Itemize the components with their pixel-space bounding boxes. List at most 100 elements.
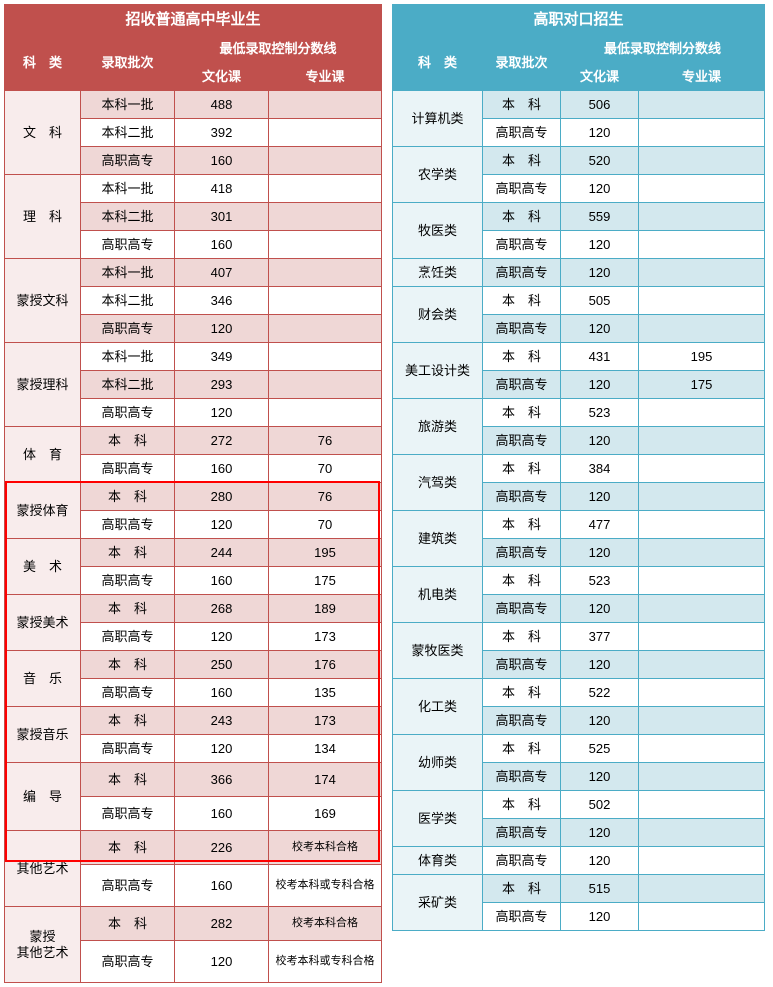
batch-cell: 高职高专 <box>81 623 175 651</box>
zhuanye-cell <box>639 427 765 455</box>
table-row: 采矿类本 科515 <box>393 875 765 903</box>
wenhua-cell: 120 <box>561 903 639 931</box>
wenhua-cell: 523 <box>561 399 639 427</box>
category-cell: 蒙授理科 <box>5 343 81 427</box>
wenhua-cell: 120 <box>561 119 639 147</box>
zhuanye-cell <box>639 511 765 539</box>
zhuanye-cell <box>639 455 765 483</box>
table-row: 蒙授其他艺术本 科282校考本科合格 <box>5 907 382 941</box>
table-row: 烹饪类高职高专120 <box>393 259 765 287</box>
wenhua-cell: 559 <box>561 203 639 231</box>
batch-cell: 高职高专 <box>483 707 561 735</box>
category-cell: 化工类 <box>393 679 483 735</box>
left-table: 招收普通高中毕业生科 类录取批次最低录取控制分数线文化课专业课文 科本科一批48… <box>4 4 382 983</box>
batch-cell: 本 科 <box>483 623 561 651</box>
wenhua-cell: 392 <box>175 119 269 147</box>
category-cell: 农学类 <box>393 147 483 203</box>
table-row: 牧医类本 科559 <box>393 203 765 231</box>
zhuanye-cell <box>639 651 765 679</box>
header-wenhua: 文化课 <box>561 63 639 91</box>
wenhua-cell: 272 <box>175 427 269 455</box>
zhuanye-cell: 校考本科合格 <box>269 907 382 941</box>
wenhua-cell: 505 <box>561 287 639 315</box>
zhuanye-cell: 176 <box>269 651 382 679</box>
zhuanye-cell: 195 <box>269 539 382 567</box>
table-row: 汽驾类本 科384 <box>393 455 765 483</box>
zhuanye-cell: 校考本科或专科合格 <box>269 865 382 907</box>
wenhua-cell: 120 <box>175 511 269 539</box>
wenhua-cell: 120 <box>561 707 639 735</box>
table-row: 化工类本 科522 <box>393 679 765 707</box>
batch-cell: 本 科 <box>483 287 561 315</box>
batch-cell: 本 科 <box>81 831 175 865</box>
batch-cell: 本科二批 <box>81 119 175 147</box>
zhuanye-cell <box>639 231 765 259</box>
wenhua-cell: 120 <box>561 847 639 875</box>
batch-cell: 本 科 <box>483 455 561 483</box>
batch-cell: 本 科 <box>81 483 175 511</box>
table-row: 其他艺术本 科226校考本科合格 <box>5 831 382 865</box>
table-row: 蒙授体育本 科28076 <box>5 483 382 511</box>
batch-cell: 本科二批 <box>81 203 175 231</box>
table-row: 蒙授美术本 科268189 <box>5 595 382 623</box>
wenhua-cell: 120 <box>561 427 639 455</box>
wenhua-cell: 226 <box>175 831 269 865</box>
batch-cell: 本 科 <box>81 595 175 623</box>
zhuanye-cell <box>269 371 382 399</box>
zhuanye-cell: 169 <box>269 797 382 831</box>
table-row: 幼师类本 科525 <box>393 735 765 763</box>
wenhua-cell: 349 <box>175 343 269 371</box>
category-cell: 其他艺术 <box>5 831 81 907</box>
header-zhuanye: 专业课 <box>269 63 382 91</box>
table-row: 医学类本 科502 <box>393 791 765 819</box>
header-category: 科 类 <box>5 35 81 91</box>
zhuanye-cell <box>639 203 765 231</box>
table-row: 蒙授文科本科一批407 <box>5 259 382 287</box>
batch-cell: 本 科 <box>483 343 561 371</box>
category-cell: 蒙授美术 <box>5 595 81 651</box>
wenhua-cell: 477 <box>561 511 639 539</box>
zhuanye-cell <box>269 315 382 343</box>
right-table-wrap: 高职对口招生科 类录取批次最低录取控制分数线文化课专业课计算机类本 科506高职… <box>392 4 765 931</box>
batch-cell: 高职高专 <box>483 231 561 259</box>
wenhua-cell: 301 <box>175 203 269 231</box>
header-category: 科 类 <box>393 35 483 91</box>
zhuanye-cell: 195 <box>639 343 765 371</box>
batch-cell: 本 科 <box>81 907 175 941</box>
category-cell: 美 术 <box>5 539 81 595</box>
batch-cell: 高职高专 <box>81 455 175 483</box>
wenhua-cell: 120 <box>561 371 639 399</box>
zhuanye-cell <box>269 203 382 231</box>
table-row: 体 育本 科27276 <box>5 427 382 455</box>
category-cell: 牧医类 <box>393 203 483 259</box>
zhuanye-cell: 189 <box>269 595 382 623</box>
batch-cell: 高职高专 <box>483 175 561 203</box>
wenhua-cell: 522 <box>561 679 639 707</box>
wenhua-cell: 160 <box>175 797 269 831</box>
wenhua-cell: 160 <box>175 231 269 259</box>
category-cell: 美工设计类 <box>393 343 483 399</box>
wenhua-cell: 120 <box>561 651 639 679</box>
wenhua-cell: 384 <box>561 455 639 483</box>
wenhua-cell: 120 <box>561 315 639 343</box>
category-cell: 蒙牧医类 <box>393 623 483 679</box>
batch-cell: 本科一批 <box>81 259 175 287</box>
category-cell: 理 科 <box>5 175 81 259</box>
header-line: 最低录取控制分数线 <box>175 35 382 63</box>
batch-cell: 本科一批 <box>81 343 175 371</box>
table-row: 音 乐本 科250176 <box>5 651 382 679</box>
zhuanye-cell <box>639 903 765 931</box>
batch-cell: 本 科 <box>483 679 561 707</box>
zhuanye-cell: 134 <box>269 735 382 763</box>
zhuanye-cell: 70 <box>269 511 382 539</box>
table-row: 蒙授理科本科一批349 <box>5 343 382 371</box>
category-cell: 医学类 <box>393 791 483 847</box>
wenhua-cell: 525 <box>561 735 639 763</box>
batch-cell: 本 科 <box>483 203 561 231</box>
zhuanye-cell: 76 <box>269 483 382 511</box>
batch-cell: 高职高专 <box>81 735 175 763</box>
batch-cell: 高职高专 <box>483 427 561 455</box>
batch-cell: 高职高专 <box>483 371 561 399</box>
wenhua-cell: 120 <box>561 483 639 511</box>
header-batch: 录取批次 <box>81 35 175 91</box>
